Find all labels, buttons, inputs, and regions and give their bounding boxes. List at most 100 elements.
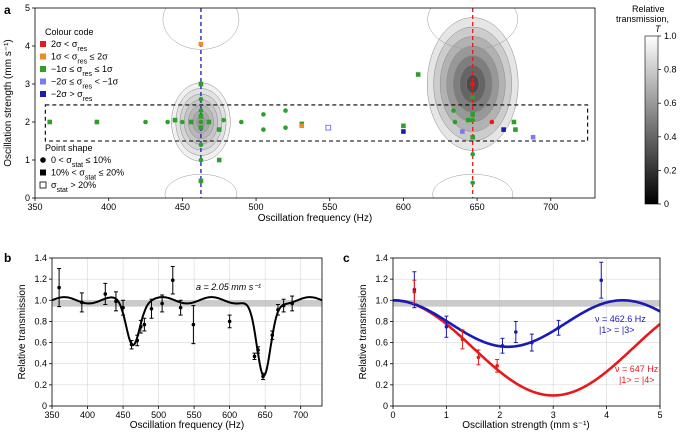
colorbar-tick-label: 1.0 (664, 31, 677, 41)
y-tick-label: 1.0 (375, 295, 388, 305)
legend-shape (40, 169, 46, 176)
point-shape-legend: Point shape 0 < σstat ≤ 10%10% < σstat ≤… (39, 143, 124, 194)
x-tick-label: 700 (293, 410, 308, 420)
reference-band (393, 300, 660, 307)
x-tick-label: 700 (543, 202, 558, 212)
colorbar-tick-label: 0.8 (664, 65, 677, 75)
panel-b-label: b (4, 251, 11, 265)
panel-b-plot: 350 400 450 500 550 600 650 700 0 0.2 0.4 0.6 0.8 1.0… (17, 253, 323, 431)
data-point (198, 81, 204, 87)
series-red-state: |1> = |4> (619, 375, 654, 385)
y-tick-label: 0.8 (375, 316, 388, 326)
colorbar-tick-label: 0.2 (664, 165, 677, 175)
panel-b-ylabel: Relative transmission (17, 284, 28, 379)
data-point (401, 129, 406, 134)
x-tick-label: 5 (657, 410, 662, 420)
data-point (143, 119, 148, 125)
colorbar-tick-label: 0.4 (664, 132, 677, 142)
x-tick-label: 500 (249, 202, 264, 212)
data-point (256, 348, 260, 352)
x-tick-label: 4 (604, 410, 609, 420)
data-point (57, 285, 61, 290)
data-point (198, 142, 204, 148)
data-point (142, 322, 147, 327)
data-point (198, 178, 204, 184)
y-tick-label: 0 (383, 401, 388, 411)
data-point (191, 322, 196, 327)
data-point (495, 364, 499, 368)
legend-shape-label: 10% < σstat ≤ 20% (51, 168, 124, 182)
data-point (299, 123, 305, 129)
legend-swatch (40, 91, 46, 97)
x-tick-label: 600 (396, 202, 411, 212)
data-point (470, 180, 475, 186)
panel-c-ylabel: Relative transmission (358, 284, 369, 379)
fit-curve-blue (393, 299, 660, 349)
data-point (470, 81, 475, 87)
y-tick-label: 3 (25, 79, 30, 89)
data-point (149, 306, 154, 311)
data-point (460, 129, 465, 134)
x-tick-label: 0 (390, 410, 395, 420)
data-point (261, 112, 266, 117)
data-point (160, 301, 164, 306)
data-point (476, 355, 481, 360)
y-tick-label: 0.8 (34, 316, 47, 326)
data-point (216, 127, 222, 132)
legend-swatch (40, 41, 46, 47)
x-tick-label: 550 (322, 202, 337, 212)
data-point (216, 157, 222, 163)
y-tick-label: 1.0 (34, 295, 47, 305)
panel-a-plot: 350 400 450 500 550 600 650 700 0 1 2 3 4 5 Oscillati… (3, 3, 596, 224)
data-point (325, 124, 332, 131)
y-tick-label: 4 (25, 41, 30, 51)
contour-level (164, 173, 238, 198)
legend-swatch (40, 66, 46, 72)
x-tick-label: 650 (470, 202, 485, 212)
y-tick-label: 0 (42, 401, 47, 411)
panel-c-xlabel: Oscillation strength (mm s⁻¹) (462, 420, 590, 431)
fit-curve-red (393, 299, 660, 397)
data-point (198, 41, 204, 47)
x-tick-label: 450 (175, 202, 190, 212)
y-tick-label: 0.2 (34, 380, 47, 390)
panel-a-label: a (4, 3, 11, 17)
data-point (178, 305, 183, 310)
y-tick-label: 0.6 (34, 338, 47, 348)
data-point (470, 95, 475, 100)
panel-a-points (47, 41, 536, 186)
data-point (470, 152, 475, 157)
data-point (165, 119, 170, 125)
data-point (489, 119, 495, 125)
data-point (188, 119, 194, 125)
data-point (198, 119, 204, 125)
contour-level (427, 8, 518, 50)
data-point (261, 127, 266, 132)
data-point (170, 278, 175, 283)
data-point (180, 119, 185, 125)
data-point (198, 114, 204, 119)
panel-a-xlabel: Oscillation frequency (Hz) (258, 213, 372, 224)
data-point (401, 123, 406, 129)
x-tick-label: 1 (444, 410, 449, 420)
data-point (281, 303, 286, 308)
data-point (252, 354, 257, 359)
data-point (276, 308, 280, 312)
data-point (412, 290, 417, 294)
selection-box (44, 104, 589, 142)
data-point (451, 108, 456, 113)
data-point (283, 125, 288, 130)
data-point (270, 333, 275, 337)
colorbar-title-2: transmission, (616, 14, 669, 24)
data-point (452, 119, 458, 125)
panel-b-frame (51, 257, 323, 407)
panel-b-annotation: a = 2.05 mm s⁻¹ (196, 282, 261, 292)
data-point (283, 108, 288, 113)
x-tick-label: 400 (80, 410, 95, 420)
data-point (599, 278, 604, 283)
data-point (227, 319, 232, 324)
y-tick-label: 0.4 (34, 359, 47, 369)
legend-colour-label: 2σ < σres (51, 39, 88, 53)
